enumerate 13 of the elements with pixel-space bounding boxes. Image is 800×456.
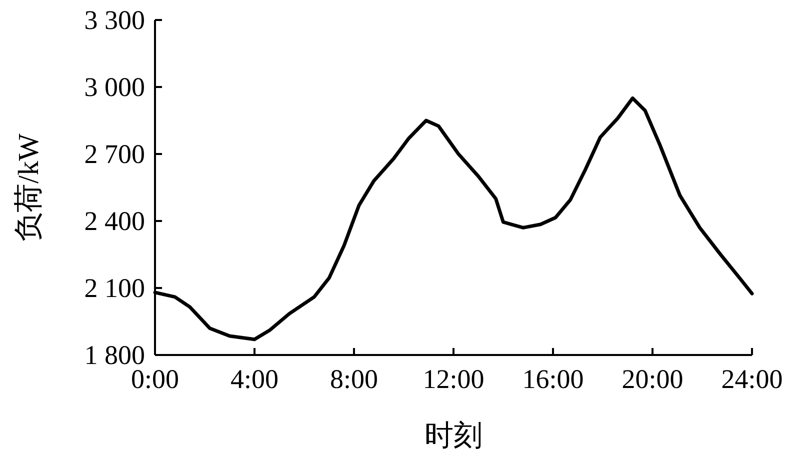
x-tick-label: 12:00 bbox=[422, 364, 484, 394]
x-tick-label: 20:00 bbox=[622, 364, 684, 394]
y-tick-label: 2 700 bbox=[84, 139, 145, 169]
x-axis-title: 时刻 bbox=[424, 420, 482, 452]
y-tick-label: 3 300 bbox=[84, 5, 145, 35]
y-tick-label: 3 000 bbox=[84, 72, 145, 102]
x-tick-label: 24:00 bbox=[721, 364, 783, 394]
y-tick-label: 2 400 bbox=[84, 206, 145, 236]
x-tick-label: 16:00 bbox=[522, 364, 584, 394]
y-tick-label: 2 100 bbox=[84, 273, 145, 303]
x-tick-label: 4:00 bbox=[230, 364, 279, 394]
x-tick-label: 8:00 bbox=[330, 364, 378, 394]
y-axis-title: 负荷/kW bbox=[13, 132, 45, 242]
